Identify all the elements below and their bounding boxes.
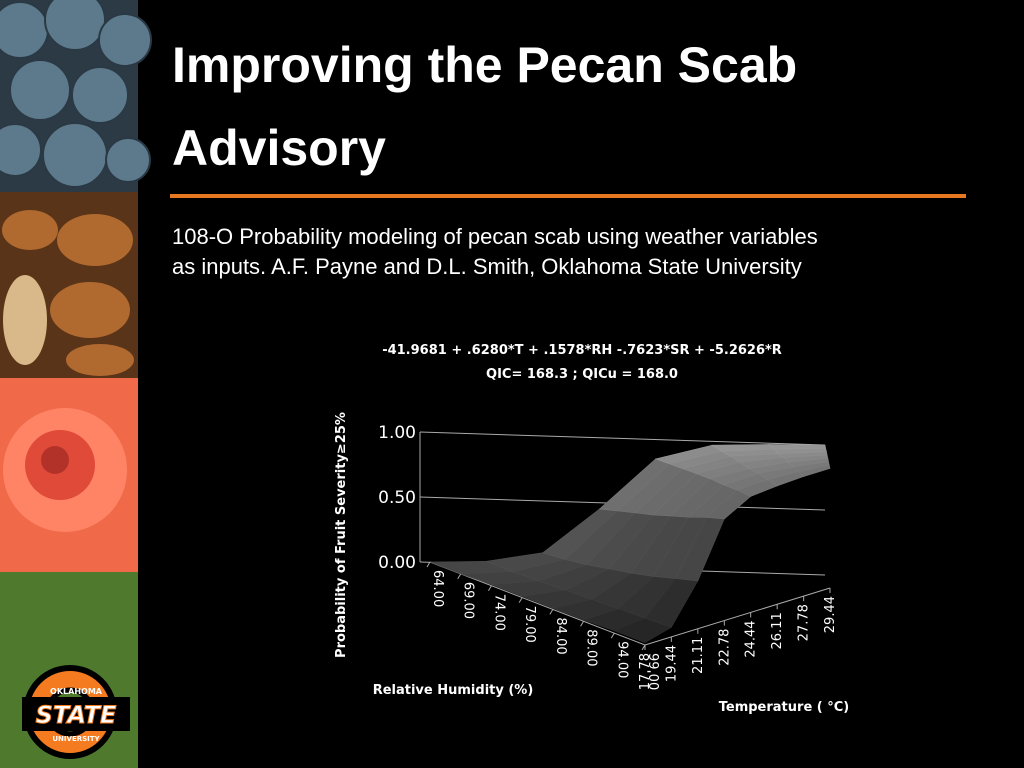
y-axis-label: Temperature ( °C) — [719, 700, 849, 715]
grid-line — [419, 431, 826, 446]
z-tick-label: 1.00 — [378, 423, 416, 443]
photo-strip: OKLAHOMA STATE UNIVERSITY — [0, 0, 152, 768]
z-tick-label: 0.00 — [378, 553, 416, 573]
subtitle-line: 108-O Probability modeling of pecan scab… — [172, 224, 818, 249]
surface-patch — [798, 464, 831, 477]
y-tick-label: 21.11 — [691, 637, 706, 674]
logo-top: OKLAHOMA — [50, 687, 103, 696]
chart-title: -41.9681 + .6280*T + .1578*RH -.7623*SR … — [382, 343, 782, 358]
y-tick-label: 29.44 — [823, 596, 838, 633]
chart-title: QIC= 168.3 ; QICu = 168.0 — [486, 367, 678, 382]
x-tick — [610, 632, 615, 639]
logo-bottom: UNIVERSITY — [52, 735, 100, 743]
x-tick-label: 64.00 — [430, 570, 445, 607]
y-tick-label: 17.78 — [638, 653, 653, 690]
pecans — [2, 210, 134, 376]
x-tick — [580, 621, 585, 627]
x-tick — [426, 561, 431, 568]
x-tick-label: 89.00 — [584, 629, 599, 666]
rose — [3, 408, 127, 532]
x-axis-label: Relative Humidity (%) — [373, 683, 534, 698]
x-tick-label: 94.00 — [614, 641, 629, 678]
subtitle-line: as inputs. A.F. Payne and D.L. Smith, Ok… — [172, 254, 802, 279]
logo-main: STATE — [36, 701, 117, 729]
y-tick-label: 24.44 — [744, 620, 759, 657]
x-tick — [487, 585, 492, 591]
x-tick — [549, 609, 554, 615]
z-axis-label: Probability of Fruit Severity≥25% — [334, 412, 349, 658]
plot: 0.00 0.50 1.00 64.00 69.00 74.00 79.00 84.00 89.… — [378, 423, 838, 690]
y-tick-label: 19.44 — [664, 645, 679, 682]
x-tick-label: 79.00 — [522, 606, 537, 643]
y-tick-label: 26.11 — [770, 612, 785, 649]
y-tick-label: 22.78 — [717, 629, 732, 666]
osu-logo: OKLAHOMA STATE UNIVERSITY — [22, 665, 130, 759]
y-tick-label: 27.78 — [797, 604, 812, 641]
z-tick-label: 0.50 — [378, 488, 416, 508]
x-tick — [518, 597, 523, 603]
title-line: Advisory — [172, 120, 386, 176]
x-tick-label: 74.00 — [491, 594, 506, 631]
x-tick-label: 99.00 — [645, 653, 660, 690]
title-line: Improving the Pecan Scab — [172, 37, 797, 93]
y-axis — [644, 587, 831, 646]
grapes — [0, 0, 152, 188]
x-tick — [457, 573, 462, 580]
x-tick-label: 84.00 — [553, 617, 568, 654]
x-tick-label: 69.00 — [461, 582, 476, 619]
